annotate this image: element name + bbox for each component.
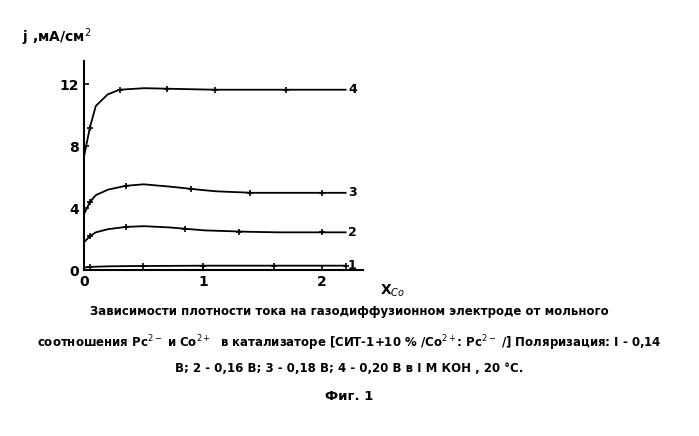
Text: X$_{Co}$: X$_{Co}$ — [380, 283, 405, 299]
Text: 3: 3 — [348, 186, 356, 199]
Text: 4: 4 — [348, 83, 356, 96]
Text: 2: 2 — [348, 226, 356, 239]
Text: Фиг. 1: Фиг. 1 — [325, 390, 374, 403]
Text: В; 2 - 0,16 В; 3 - 0,18 В; 4 - 0,20 В в I М КОН , 20 °С.: В; 2 - 0,16 В; 3 - 0,18 В; 4 - 0,20 В в … — [175, 362, 524, 375]
Text: j ,мА/см$^2$: j ,мА/см$^2$ — [22, 27, 92, 48]
Text: Зависимости плотности тока на газодиффузионном электроде от мольного: Зависимости плотности тока на газодиффуз… — [90, 305, 609, 318]
Text: соотношения Pc$^{2-}$ и Co$^{2+}$  в катализаторе [СИТ-1+10 % /Co$^{2+}$: Pc$^{2: соотношения Pc$^{2-}$ и Co$^{2+}$ в ката… — [37, 334, 662, 353]
Text: 1: 1 — [348, 259, 356, 272]
